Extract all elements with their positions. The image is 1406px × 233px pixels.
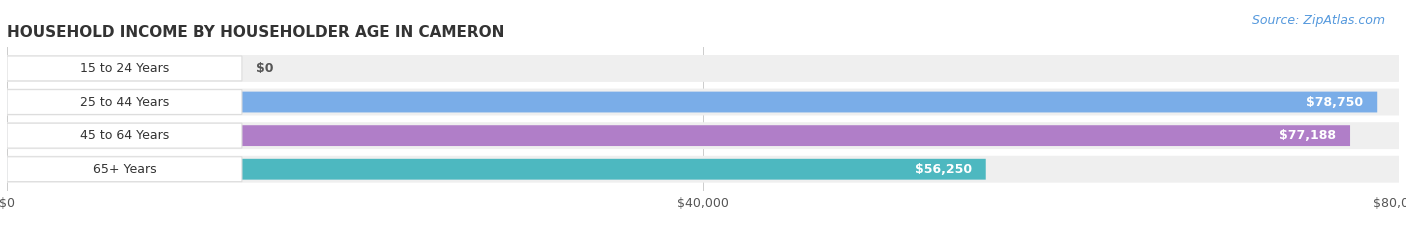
Text: 15 to 24 Years: 15 to 24 Years (80, 62, 169, 75)
FancyBboxPatch shape (7, 89, 1399, 116)
Text: 25 to 44 Years: 25 to 44 Years (80, 96, 169, 109)
Text: $77,188: $77,188 (1279, 129, 1336, 142)
FancyBboxPatch shape (7, 156, 1399, 183)
FancyBboxPatch shape (7, 159, 986, 180)
FancyBboxPatch shape (7, 90, 242, 114)
Text: $56,250: $56,250 (915, 163, 972, 176)
Text: Source: ZipAtlas.com: Source: ZipAtlas.com (1251, 14, 1385, 27)
Text: $0: $0 (256, 62, 273, 75)
FancyBboxPatch shape (7, 92, 1378, 113)
FancyBboxPatch shape (7, 123, 242, 148)
FancyBboxPatch shape (7, 125, 1350, 146)
Text: 65+ Years: 65+ Years (93, 163, 156, 176)
FancyBboxPatch shape (7, 56, 242, 81)
Text: $78,750: $78,750 (1306, 96, 1364, 109)
FancyBboxPatch shape (7, 157, 242, 182)
Text: 45 to 64 Years: 45 to 64 Years (80, 129, 169, 142)
FancyBboxPatch shape (7, 122, 1399, 149)
FancyBboxPatch shape (7, 55, 1399, 82)
Text: HOUSEHOLD INCOME BY HOUSEHOLDER AGE IN CAMERON: HOUSEHOLD INCOME BY HOUSEHOLDER AGE IN C… (7, 25, 505, 40)
